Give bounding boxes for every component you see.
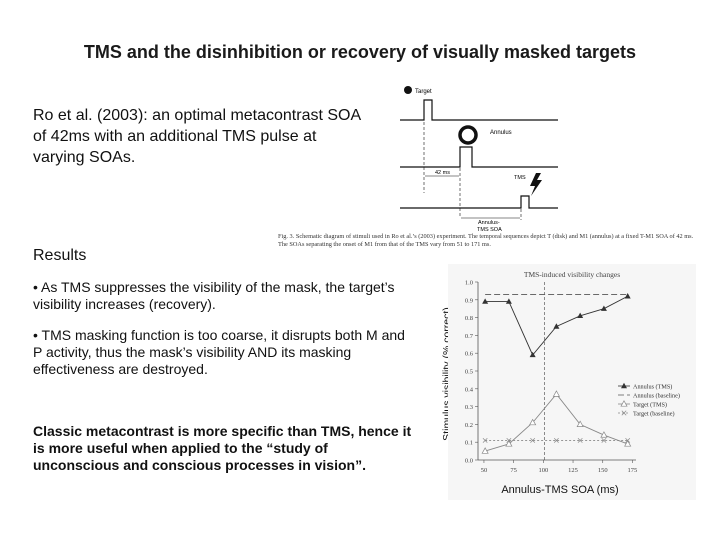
data-point [506,437,512,443]
x-tick-label: 150 [598,467,608,474]
y-tick-label: 0.0 [465,458,473,465]
data-point [624,293,631,299]
data-point [620,400,628,407]
diagram-soa-label-1: Annulus- [478,220,500,226]
data-point [482,298,489,304]
legend-label: Target (TMS) [633,401,667,408]
series-2 [481,390,632,454]
y-tick-label: 0.5 [465,369,473,376]
diagram-annulus-label: Annulus [490,130,512,136]
y-tick-label: 0.4 [465,386,474,393]
data-point [601,437,607,443]
series-3 [482,437,631,443]
data-point [530,437,536,443]
tms-lightning-icon [530,173,542,196]
chart-legend: Annulus (TMS) Annulus (baseline) Target (T… [618,382,680,417]
x-tick-label: 75 [510,467,517,474]
y-tick-label: 0.2 [465,422,473,429]
x-axis-label: Annulus-TMS SOA (ms) [501,484,619,496]
stimulus-timing-diagram: Target Annulus 42 ms TMS Annulus- TMS SO… [400,86,558,233]
data-point [576,420,584,427]
conclusion-text: Classic metacontrast is more specific th… [33,423,412,473]
data-point [505,298,512,304]
chart-axes: 0.0 0.1 0.2 0.3 0.4 0.5 0.6 0.7 0.8 0.9 1.0 50 75 100… [465,280,637,475]
data-point [625,437,631,443]
chart-series [481,293,632,454]
x-tick-label: 175 [628,467,638,474]
y-tick-label: 1.0 [465,280,473,287]
x-tick-label: 100 [538,467,548,474]
tms-trace [400,195,558,209]
y-tick-label: 0.7 [465,333,474,340]
series-line [484,393,628,452]
data-point [482,437,488,443]
diagram-target-label: Target [415,89,432,95]
annulus-trace [400,146,558,168]
chart-title: TMS-induced visibility changes [524,270,620,279]
legend-label: Annulus (baseline) [633,392,680,399]
series-0 [482,293,631,358]
data-point [481,447,489,454]
data-point [505,440,513,447]
diagram-tms-label: TMS [514,175,526,181]
x-tick-label: 50 [481,467,488,474]
diagram-soa42-label: 42 ms [435,170,450,176]
figure-caption: Fig. 3. Schematic diagram of stimuli use… [278,233,694,248]
y-tick-label: 0.3 [465,404,473,411]
data-point [600,431,608,438]
annulus-icon [458,125,478,145]
results-heading: Results [33,247,87,264]
y-tick-label: 0.1 [465,440,473,447]
data-point [624,440,632,447]
y-tick-label: 0.9 [465,297,473,304]
data-point [621,410,627,416]
y-tick-label: 0.6 [465,351,474,358]
data-point [600,305,607,311]
intro-text: Ro et al. (2003): an optimal metacontras… [33,107,361,166]
bullet-coarse-masking: • TMS masking function is too coarse, it… [33,327,405,377]
data-point [529,351,536,358]
data-point [553,323,560,329]
y-tick-label: 0.8 [465,315,473,322]
bullet-recovery: • As TMS suppresses the visibility of th… [33,279,395,312]
target-disk-icon [404,86,412,94]
slide-title: TMS and the disinhibition or recovery of… [83,42,637,62]
data-point [577,312,584,319]
x-tick-label: 125 [568,467,578,474]
data-point [552,390,561,397]
legend-label: Annulus (TMS) [633,383,672,390]
data-point [621,382,627,389]
data-point [577,437,583,443]
visibility-chart: TMS-induced visibility changes 0.0 0.1 0.2… [448,264,696,500]
legend-label: Target (baseline) [633,410,675,417]
data-point [529,418,537,426]
diagram-soa-label-2: TMS SOA [477,227,502,233]
target-trace [400,99,558,121]
data-point [553,437,559,443]
